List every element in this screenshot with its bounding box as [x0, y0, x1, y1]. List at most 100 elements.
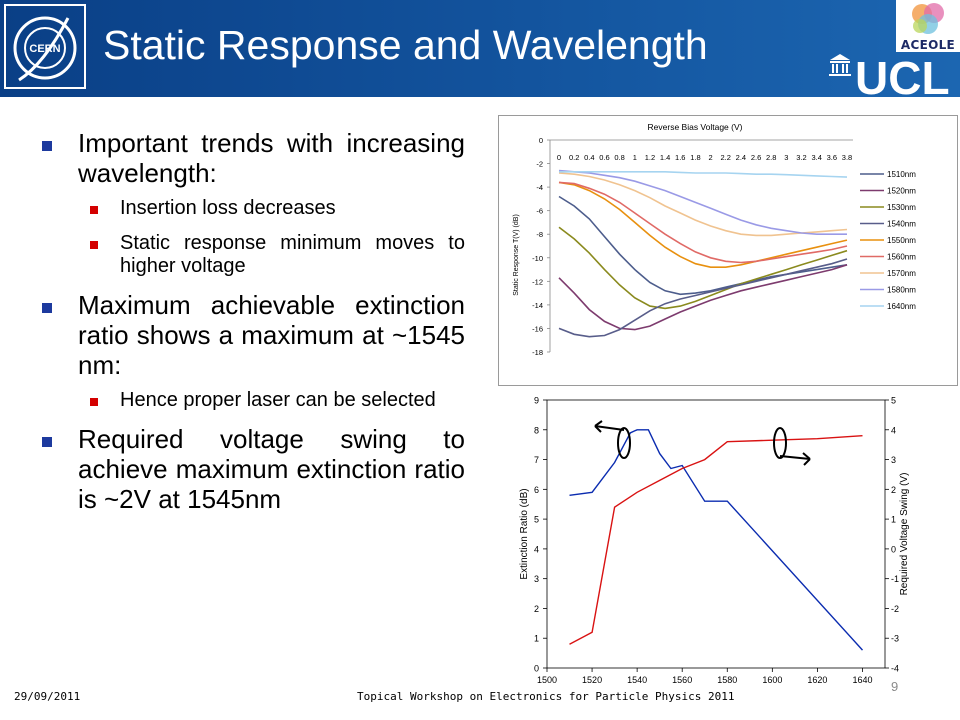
bullet-1: Important trends with increasing wavelen… [40, 128, 465, 188]
static-response-chart: Reverse Bias Voltage (V) Static Response… [498, 115, 958, 386]
chart2-x-tick-label: 1540 [627, 675, 647, 685]
voltage-swing-line [569, 435, 863, 645]
chart1-y-tick-label: -16 [532, 324, 543, 333]
bullet-2-sub-1: Hence proper laser can be selected [40, 389, 465, 412]
chart1-y-tick-label: -8 [536, 230, 543, 239]
chart1-x-tick-label: 2 [708, 153, 712, 162]
chart1-legend-entry: 1580nm [887, 286, 916, 295]
chart1-series-line [558, 181, 848, 268]
chart2-y-tick-label: 3 [534, 574, 539, 584]
chart1-x-tick-label: 2.2 [721, 153, 731, 162]
chart1-x-tick-label: 3 [784, 153, 788, 162]
right-axis-annotation [773, 427, 811, 466]
chart1-y-tick-label: -18 [532, 348, 543, 357]
bullet-list: Important trends with increasing wavelen… [40, 128, 465, 523]
chart2-x-tick-label: 1620 [807, 675, 827, 685]
chart1-x-tick-label: 2.4 [736, 153, 746, 162]
footer-event: Topical Workshop on Electronics for Part… [357, 690, 735, 703]
chart2-x-tick-label: 1500 [537, 675, 557, 685]
aceole-logo-text: ACEOLE [900, 38, 956, 52]
chart2-y2-tick-label: 4 [891, 425, 896, 435]
chart1-x-tick-label: 0.2 [569, 153, 579, 162]
chart1-x-tick-label: 3.8 [842, 153, 852, 162]
left-loop-marker [617, 427, 631, 459]
chart1-y-tick-label: -6 [536, 207, 543, 216]
slide-header: CERN Static Response and Wavelength ACEO… [0, 0, 960, 97]
chart1-x-tick-label: 2.8 [766, 153, 776, 162]
chart2-y2-tick-label: 5 [891, 396, 896, 406]
chart2-y-tick-label: 9 [534, 396, 539, 406]
bullet-2: Maximum achievable extinction ratio show… [40, 290, 465, 380]
right-loop-marker [773, 427, 787, 459]
bullet-3: Required voltage swing to achieve maximu… [40, 424, 465, 514]
chart1-series-line [558, 181, 848, 264]
ucl-logo: UCL [829, 52, 950, 97]
chart1-legend-entry: 1640nm [887, 302, 916, 311]
chart2-y-tick-label: 7 [534, 455, 539, 465]
right-arrow-icon [779, 455, 811, 460]
chart1-y-tick-label: -4 [536, 183, 543, 192]
chart1-x-tick-label: 0.6 [599, 153, 609, 162]
chart2-y2-tick-label: -1 [891, 574, 899, 584]
chart2-x-tick-label: 1640 [852, 675, 872, 685]
chart1-x-tick-label: 3.4 [811, 153, 821, 162]
cern-logo-text: CERN [29, 43, 60, 55]
footer-date: 29/09/2011 [14, 690, 81, 703]
chart1-x-tick-label: 1.8 [690, 153, 700, 162]
chart2-y2-tick-label: 2 [891, 485, 896, 495]
chart1-y-tick-label: 0 [539, 136, 543, 145]
chart2-x-tick-label: 1560 [672, 675, 692, 685]
extinction-ratio-line [569, 429, 864, 651]
chart1-ylabel: Static Response T(V) (dB) [513, 214, 520, 296]
chart1-legend-entry: 1560nm [887, 253, 916, 262]
chart1-x-tick-label: 1 [633, 153, 637, 162]
chart1-x-tick-label: 0 [557, 153, 561, 162]
chart1-title: Reverse Bias Voltage (V) [648, 122, 743, 132]
chart1-series-line [558, 258, 848, 338]
chart1-series-line [558, 226, 848, 310]
chart1-x-tick-label: 0.8 [614, 153, 624, 162]
chart1-y-tick-label: -2 [536, 160, 543, 169]
bullet-1-sub-2: Static response minimum moves to higher … [40, 232, 465, 278]
chart1-x-tick-label: 3.2 [796, 153, 806, 162]
chart2-plot-frame [546, 399, 886, 669]
left-axis-annotation [594, 420, 631, 459]
chart2-ylabel: Extinction Ratio (dB) [519, 488, 530, 579]
chart1-legend-entry: 1520nm [887, 187, 916, 196]
chart1-series-line [559, 171, 848, 178]
chart1-x-tick-label: 1.6 [675, 153, 685, 162]
chart1-series-line [558, 195, 848, 296]
aceole-logo: ACEOLE [896, 0, 960, 52]
chart2-y-tick-label: 8 [534, 425, 539, 435]
chart1-y-tick-label: -12 [532, 277, 543, 286]
ucl-logo-text: UCL [855, 52, 950, 97]
slide-title: Static Response and Wavelength [103, 22, 708, 68]
chart1-legend-entry: 1530nm [887, 203, 916, 212]
chart1-series-line [558, 169, 847, 235]
chart2-x-tick-label: 1600 [762, 675, 782, 685]
aceole-circles-icon [912, 3, 944, 34]
chart1-y-tick-label: -10 [532, 254, 543, 263]
bullet-1-sub-1: Insertion loss decreases [40, 197, 465, 220]
chart2-y-tick-label: 1 [534, 634, 539, 644]
page-number: 9 [891, 679, 899, 694]
chart2-y2-tick-label: -2 [891, 604, 899, 614]
chart2-x-tick-label: 1520 [582, 675, 602, 685]
chart1-legend-entry: 1570nm [887, 269, 916, 278]
chart2-y2-tick-label: -3 [891, 634, 899, 644]
chart1-legend-entry: 1550nm [887, 236, 916, 245]
chart1-legend-entry: 1540nm [887, 220, 916, 229]
chart2-y2-tick-label: 0 [891, 544, 896, 554]
left-arrow-icon [594, 425, 625, 431]
chart2-y2-tick-label: 1 [891, 515, 896, 525]
chart2-y-tick-label: 0 [534, 664, 539, 674]
chart1-x-tick-label: 1.2 [645, 153, 655, 162]
chart2-y-tick-label: 5 [534, 515, 539, 525]
chart1-x-tick-label: 1.4 [660, 153, 670, 162]
chart2-y2-tick-label: -4 [891, 664, 899, 674]
chart2-y-tick-label: 6 [534, 485, 539, 495]
cern-logo: CERN [4, 4, 86, 89]
chart2-x-tick-label: 1580 [717, 675, 737, 685]
chart2-y2label: Required Voltage Swing (V) [899, 473, 910, 596]
chart1-legend-entry: 1510nm [887, 170, 916, 179]
